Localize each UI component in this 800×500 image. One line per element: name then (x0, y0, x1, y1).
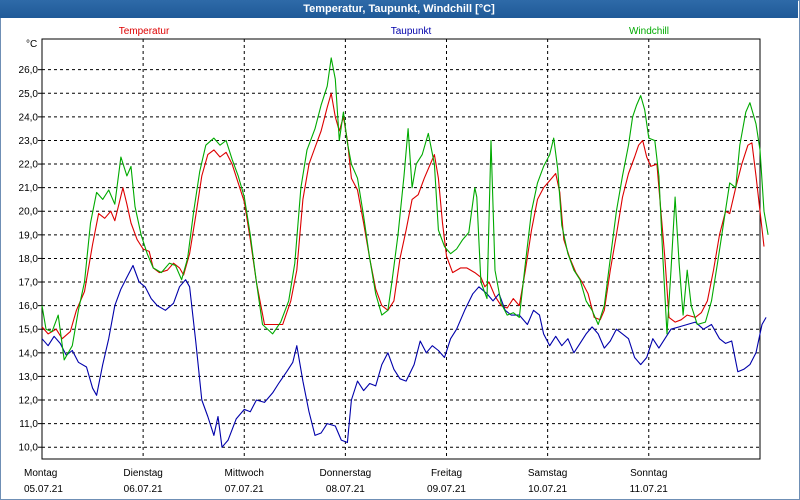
y-tick-label: 26,0 (19, 65, 39, 76)
x-day-label: Freitag (431, 468, 462, 479)
window-title: Temperatur, Taupunkt, Windchill [°C] (0, 0, 798, 18)
x-day-label: Samstag (528, 468, 567, 479)
legend-entry-windchill: Windchill (629, 26, 669, 37)
series-line-windchill (41, 57, 769, 361)
series-line-taupunkt (41, 264, 767, 448)
y-tick-label: 17,0 (19, 278, 39, 289)
y-tick-label: 21,0 (19, 183, 39, 194)
y-tick-label: 25,0 (19, 89, 39, 100)
legend: Temperatur Taupunkt Windchill (119, 26, 669, 37)
legend-entry-temperatur: Temperatur (119, 26, 170, 37)
y-tick-label: 15,0 (19, 325, 39, 336)
series-line-temperatur (41, 92, 765, 340)
y-tick-label: 14,0 (19, 348, 39, 359)
y-axis-unit: °C (26, 39, 37, 50)
y-tick-label: 18,0 (19, 254, 39, 265)
y-tick-label: 24,0 (19, 112, 39, 123)
y-tick-label: 16,0 (19, 301, 39, 312)
y-tick-label: 19,0 (19, 230, 39, 241)
y-tick-label: 11,0 (19, 419, 38, 430)
x-date-label: 06.07.21 (124, 484, 163, 495)
y-tick-label: 10,0 (19, 443, 39, 454)
x-date-label: 07.07.21 (225, 484, 264, 495)
x-date-label: 10.07.21 (528, 484, 567, 495)
x-day-label: Sonntag (630, 468, 667, 479)
y-tick-label: 23,0 (19, 136, 39, 147)
x-day-label: Montag (24, 468, 57, 479)
y-tick-label: 13,0 (19, 372, 39, 383)
legend-entry-taupunkt: Taupunkt (391, 26, 432, 37)
series-lines (41, 57, 769, 448)
x-date-label: 11.07.21 (630, 484, 669, 495)
x-day-label: Donnerstag (320, 468, 372, 479)
y-tick-label: 12,0 (19, 396, 39, 407)
x-day-label: Mittwoch (225, 468, 264, 479)
x-day-label: Dienstag (123, 468, 162, 479)
x-axis-ticks: Montag 05.07.21 Dienstag 06.07.21 Mittwoch 07… (24, 468, 668, 495)
y-tick-label: 22,0 (19, 160, 39, 171)
x-date-label: 05.07.21 (24, 484, 63, 495)
plot-area (41, 38, 761, 460)
x-date-label: 08.07.21 (326, 484, 365, 495)
x-date-label: 09.07.21 (427, 484, 466, 495)
y-axis-ticks: 26,0 25,0 24,0 23,0 22,0 21,0 20,0 19,0 18,0 17,0… (19, 65, 42, 454)
y-tick-label: 20,0 (19, 207, 39, 218)
